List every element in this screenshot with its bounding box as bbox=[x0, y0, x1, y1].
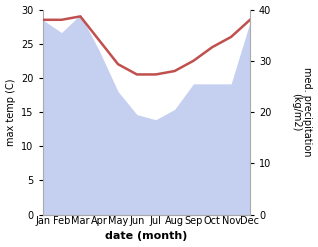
X-axis label: date (month): date (month) bbox=[105, 231, 188, 242]
Y-axis label: med. precipitation
(kg/m2): med. precipitation (kg/m2) bbox=[291, 67, 313, 157]
Y-axis label: max temp (C): max temp (C) bbox=[5, 78, 16, 146]
